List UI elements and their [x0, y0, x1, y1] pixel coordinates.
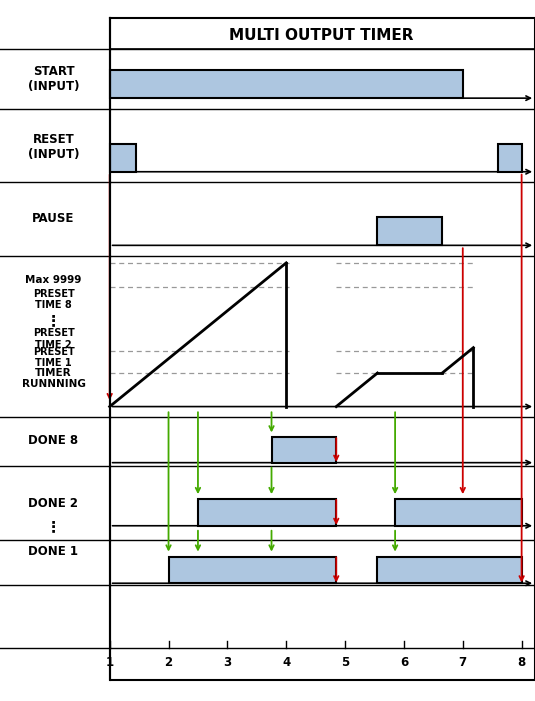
- Text: 4: 4: [282, 656, 291, 669]
- Bar: [378, 217, 442, 245]
- Text: 6: 6: [400, 656, 408, 669]
- Text: PAUSE: PAUSE: [32, 212, 75, 225]
- Text: 8: 8: [517, 656, 526, 669]
- Text: RESET
(INPUT): RESET (INPUT): [28, 133, 79, 161]
- Text: 2: 2: [164, 656, 173, 669]
- Text: 1: 1: [105, 656, 114, 669]
- Text: DONE 8: DONE 8: [28, 434, 79, 447]
- Bar: [498, 144, 522, 172]
- Text: 3: 3: [223, 656, 232, 669]
- Text: PRESET
TIME 1: PRESET TIME 1: [33, 347, 74, 368]
- Text: MULTI OUTPUT TIMER: MULTI OUTPUT TIMER: [229, 27, 413, 43]
- Text: START
(INPUT): START (INPUT): [28, 64, 79, 93]
- Text: Max 9999: Max 9999: [25, 275, 82, 285]
- Bar: [271, 437, 337, 463]
- Bar: [169, 557, 336, 583]
- Text: ⋮: ⋮: [46, 519, 61, 535]
- Text: TIMER
RUNNNING: TIMER RUNNNING: [21, 368, 86, 389]
- Text: DONE 1: DONE 1: [28, 545, 79, 558]
- Bar: [378, 557, 522, 583]
- Text: PRESET
TIME 2: PRESET TIME 2: [33, 329, 74, 350]
- Text: ⋮: ⋮: [46, 313, 61, 328]
- Bar: [198, 499, 336, 526]
- Bar: [110, 144, 136, 172]
- Text: PRESET
TIME 8: PRESET TIME 8: [33, 289, 74, 310]
- Bar: [395, 499, 522, 526]
- Text: 5: 5: [341, 656, 349, 669]
- Text: 7: 7: [458, 656, 467, 669]
- Text: DONE 2: DONE 2: [28, 497, 79, 510]
- Bar: [110, 70, 463, 98]
